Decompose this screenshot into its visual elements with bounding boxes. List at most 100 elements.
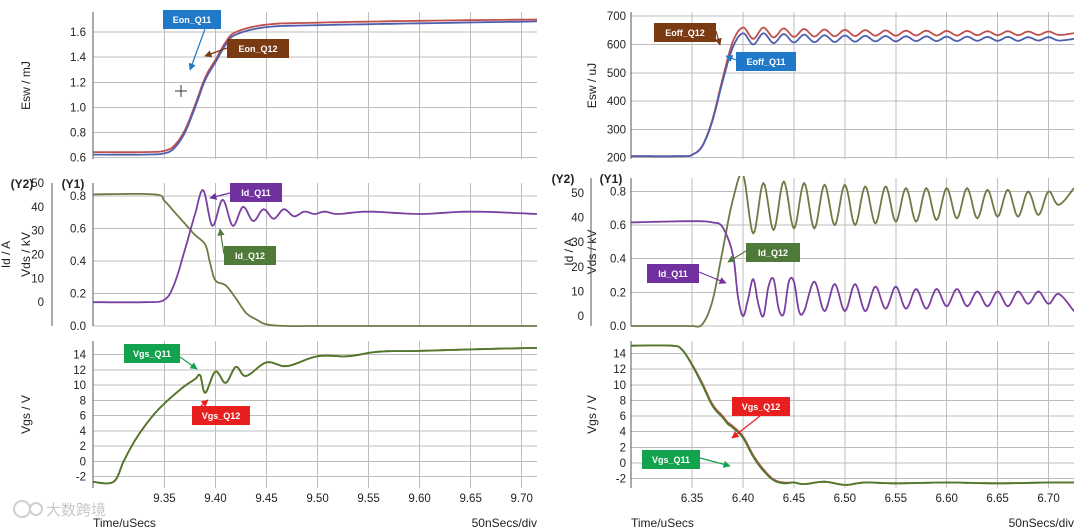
y-tick-label: 1.2 [70,77,86,89]
x-tick-label: 9.35 [153,493,175,505]
y-tick-label: 0 [620,458,626,470]
y-tick-label: 4 [80,426,87,438]
y-tick-label: 0.4 [610,254,627,266]
y-tick-label: 500 [607,68,626,80]
y2-tick-label: 50 [31,178,44,190]
x-tick-label: 6.50 [834,493,856,505]
y-tick-label: 14 [73,350,86,362]
series-label-text: Id_Q12 [758,248,788,258]
label-arrow [179,356,198,370]
y2-tick-label: 20 [571,262,584,274]
y-tick-label: -2 [616,474,626,486]
y-tick-label: 300 [607,124,626,136]
series-label-vgs_q12: Vgs_Q12 [732,397,790,416]
series-label-text: Eoff_Q12 [665,28,705,38]
x-tick-label: 6.70 [1037,493,1059,505]
y-tick-label: 0.8 [70,128,86,140]
y-tick-label: 0.6 [610,220,626,232]
watermark: 大数跨境 [13,500,106,519]
watermark-logo-icon [29,502,43,516]
y-tick-label: 0 [80,456,86,468]
watermark-text: 大数跨境 [46,501,106,519]
panel-turn_off-gate: 6.35 6.40 6.45 6.50 6.55 6.60 6.65 6.70 -2 0 2 4 6 8 1… [585,341,1074,505]
label-arrow [217,228,225,255]
y2-tick-label: 10 [571,286,584,298]
series-label-text: Vgs_Q11 [133,349,171,359]
y-tick-label: 10 [73,380,86,392]
series-label-id_q12: Id_Q12 [746,243,800,262]
series-label-text: Id_Q11 [658,269,688,279]
series-line-eoff_q11 [631,32,1074,158]
y2-tick-label: 30 [31,226,44,238]
y-tick-label: 8 [80,395,86,407]
y-tick-label: 0.6 [70,224,86,236]
panel-turn_off-energy: 200 300 400 500 600 700 Esw / uJ Eoff_Q12 Eoff_Q… [585,11,1074,165]
label-arrow [731,415,761,439]
y-tick-label: 2 [620,442,626,454]
x-tick-label: 6.60 [936,493,958,505]
y2-tick-label: 40 [31,202,44,214]
y-tick-label: 0.6 [70,153,86,165]
cursor-crosshair [175,85,187,97]
series-label-id_q12: Id_Q12 [224,246,276,265]
y-tick-label: 2 [80,441,86,453]
x-tick-label: 9.45 [255,493,277,505]
x-tick-label: 6.45 [783,493,805,505]
series-label-text: Vgs_Q12 [742,402,781,412]
y-tick-label: 14 [613,349,626,361]
x-tick-label: 9.65 [459,493,481,505]
series-label-text: Eoff_Q11 [746,57,785,67]
label-arrow [699,457,731,468]
series-label-text: Eon_Q11 [173,15,212,25]
time-scale-label: 50nSecs/div [1009,516,1074,530]
series-label-text: Eon_Q12 [238,44,277,54]
y-tick-label: 700 [607,11,626,23]
x-tick-label: 9.60 [408,493,430,505]
y-axis-title: Esw / uJ [585,63,599,108]
time-scale-label: 50nSecs/div [472,516,537,530]
series-label-vgs_q11: Vgs_Q11 [124,344,180,363]
series-line-vgs_q11 [93,347,537,485]
y1-axis-tag: (Y1) [62,177,85,191]
y-tick-label: 400 [607,96,626,108]
y-tick-label: 600 [607,40,626,52]
y-tick-label: 1.4 [70,52,87,64]
y-tick-label: -2 [76,472,86,484]
y-tick-label: 0.8 [70,191,86,203]
series-label-eon_q12: Eon_Q12 [227,39,289,58]
series-line-eon_q11 [93,20,537,156]
y-tick-label: 12 [613,364,626,376]
x-tick-label: 9.40 [204,493,226,505]
y-axis-title: Esw / mJ [19,61,33,110]
label-arrow [698,271,727,284]
y-tick-label: 200 [607,153,626,165]
time-axis-label: Time/uSecs [631,516,694,530]
y-tick-label: 0.2 [70,289,86,301]
series-label-text: Id_Q12 [235,251,265,261]
series-label-text: Id_Q11 [241,188,271,198]
series-line-vgs_q11 [631,344,1074,486]
y-tick-label: 8 [620,395,626,407]
panel-turn_on-energy: 0.6 0.8 1.0 1.2 1.4 1.6 Esw / mJ Eon_Q11 Eon_Q12 [19,10,537,165]
y2-tick-label: 50 [571,188,584,200]
y-axis-title: Vgs / V [19,395,33,434]
series-label-text: Vgs_Q11 [652,455,690,465]
y-tick-label: 6 [80,411,86,423]
y-axis-title: Vds / kV [19,232,33,277]
series-label-id_q11: Id_Q11 [647,264,699,283]
label-arrow [727,250,747,263]
series-line-eon_q12 [93,18,537,154]
panel-turn_on-current_voltage: 0.0 0.2 0.4 0.6 0.8 Vds / kV 0 10 20 30 40 50 Id / A… [0,177,537,333]
series-line-id_q11 [93,189,537,304]
label-arrow [204,47,228,58]
x-tick-label: 6.35 [681,493,703,505]
y-tick-label: 1.0 [70,102,86,114]
label-arrow [725,55,737,62]
time-axis-label: Time/uSecs [93,516,156,530]
y-tick-label: 0.2 [610,287,626,299]
series-label-eoff_q12: Eoff_Q12 [654,23,716,42]
series-label-vgs_q11: Vgs_Q11 [642,450,700,469]
x-tick-label: 9.50 [306,493,328,505]
y1-axis-tag: (Y1) [600,172,623,186]
